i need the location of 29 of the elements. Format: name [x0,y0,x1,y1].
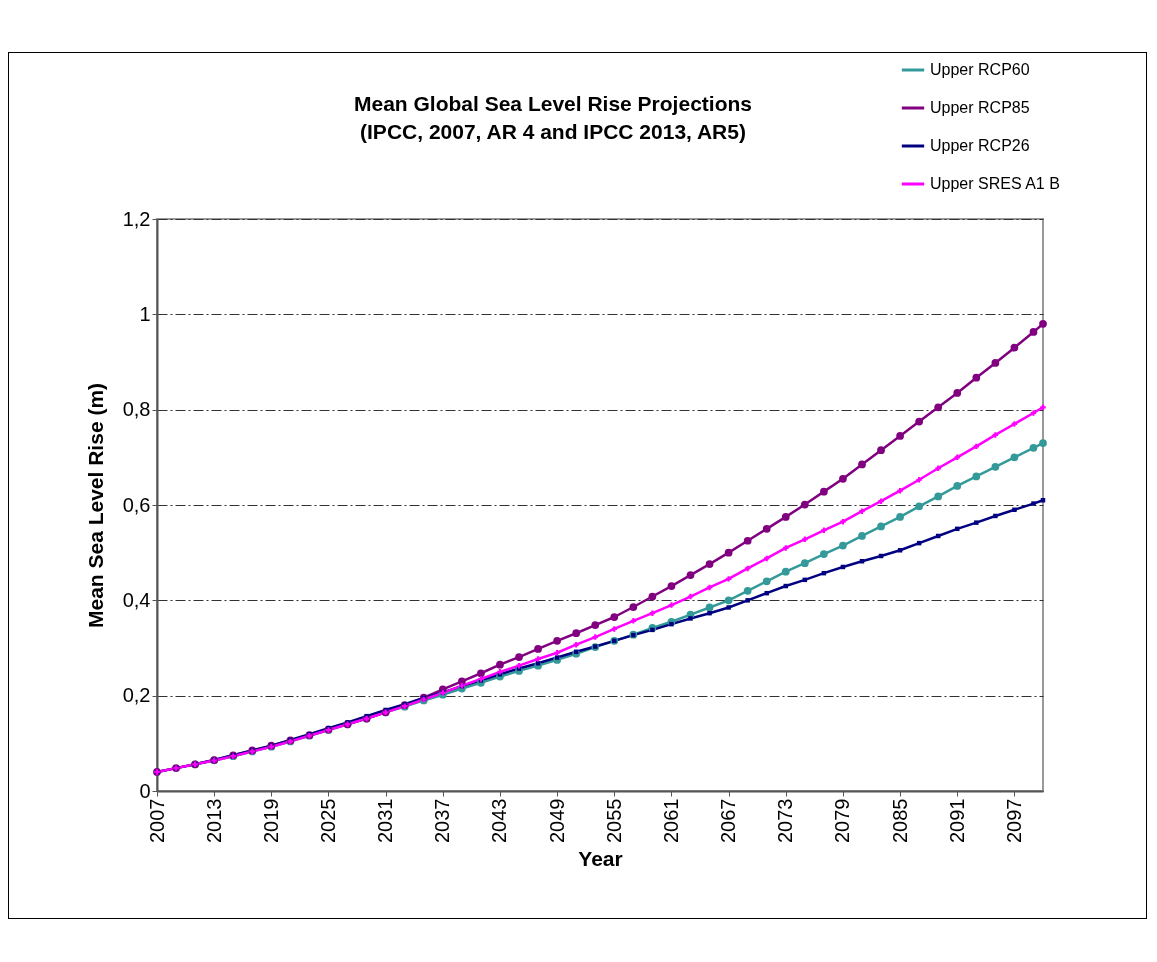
x-tick-label: 2055 [602,798,625,843]
text: (IPCC, 2007, AR 4 and IPCC 2013, AR5) [360,120,746,143]
y-tick-label: 1,2 [122,207,151,230]
text: Mean Global Sea Level Rise Projections [354,92,752,115]
legend-label: Upper SRES A1 B [930,175,1060,192]
x-tick-label: 2097 [1002,798,1025,843]
x-tick-label: 2013 [202,798,225,843]
x-tick-label: 2079 [831,798,854,843]
legend-label: Upper RCP85 [930,99,1030,116]
x-axis-title: Year [578,846,623,870]
x-tick-label: 2025 [316,798,339,843]
x-tick-label: 2031 [374,798,397,843]
y-tick-label: 1 [139,302,151,325]
x-tick-label: 2043 [488,798,511,843]
x-tick-label: 2091 [945,798,968,843]
x-tick-label: 2049 [545,798,568,843]
x-tick-label: 2073 [774,798,797,843]
legend-label: Upper RCP60 [930,61,1030,78]
y-tick-label: 0,6 [122,493,151,516]
y-tick-label: 0,4 [122,588,151,611]
x-tick-label: 2085 [888,798,911,843]
y-tick-label: 0,8 [122,398,151,421]
x-tick-label: 2061 [659,798,682,843]
x-tick-label: 2037 [431,798,454,843]
x-tick-label: 2019 [259,798,282,843]
y-axis-title: Mean Sea Level Rise (m) [83,382,107,629]
y-tick-label: 0,2 [122,684,151,707]
legend-label: Upper RCP26 [930,137,1030,154]
x-tick-label: 2067 [717,798,740,843]
